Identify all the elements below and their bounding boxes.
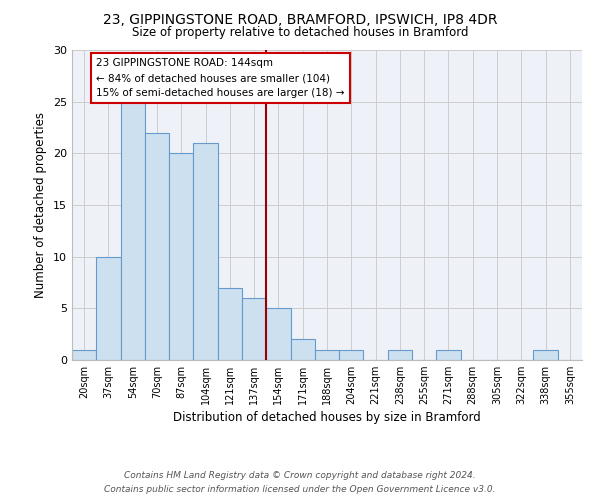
X-axis label: Distribution of detached houses by size in Bramford: Distribution of detached houses by size … xyxy=(173,412,481,424)
Bar xyxy=(339,350,364,360)
Text: Size of property relative to detached houses in Bramford: Size of property relative to detached ho… xyxy=(132,26,468,39)
Bar xyxy=(388,350,412,360)
Bar xyxy=(121,102,145,360)
Bar xyxy=(218,288,242,360)
Bar xyxy=(242,298,266,360)
Bar xyxy=(533,350,558,360)
Text: Contains HM Land Registry data © Crown copyright and database right 2024.
Contai: Contains HM Land Registry data © Crown c… xyxy=(104,472,496,494)
Bar xyxy=(169,154,193,360)
Bar xyxy=(266,308,290,360)
Text: 23, GIPPINGSTONE ROAD, BRAMFORD, IPSWICH, IP8 4DR: 23, GIPPINGSTONE ROAD, BRAMFORD, IPSWICH… xyxy=(103,12,497,26)
Bar xyxy=(193,143,218,360)
Bar xyxy=(290,340,315,360)
Bar xyxy=(145,132,169,360)
Bar xyxy=(72,350,96,360)
Y-axis label: Number of detached properties: Number of detached properties xyxy=(34,112,47,298)
Text: 23 GIPPINGSTONE ROAD: 144sqm
← 84% of detached houses are smaller (104)
15% of s: 23 GIPPINGSTONE ROAD: 144sqm ← 84% of de… xyxy=(96,58,345,98)
Bar xyxy=(96,256,121,360)
Bar xyxy=(315,350,339,360)
Bar xyxy=(436,350,461,360)
